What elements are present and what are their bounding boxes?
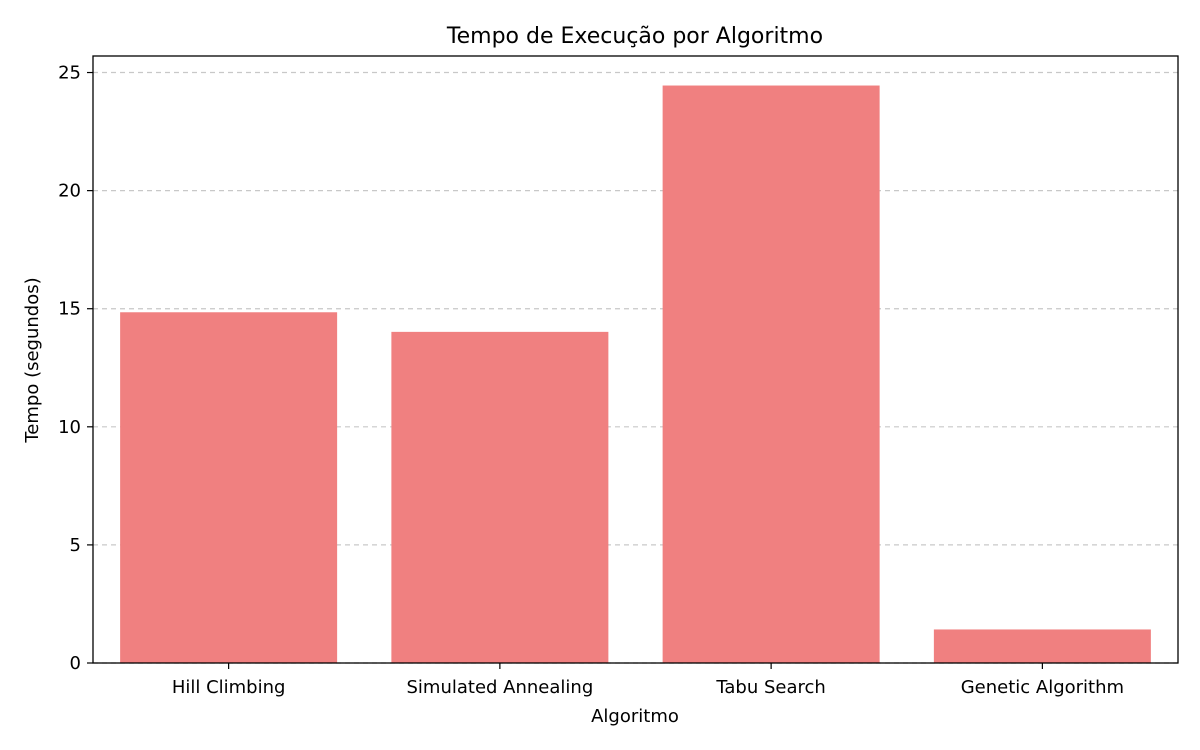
y-tick-label: 10 bbox=[58, 417, 81, 438]
tick-labels: 0 5 10 15 20 25 Hill Climbing Simulated Anneali… bbox=[58, 63, 1124, 698]
y-tick-label: 25 bbox=[58, 63, 81, 84]
axes bbox=[87, 55, 1179, 669]
y-tick-label: 20 bbox=[58, 181, 81, 202]
x-tick-label: Simulated Annealing bbox=[407, 677, 594, 698]
y-tick-label: 0 bbox=[70, 653, 81, 674]
x-axis-label: Algoritmo bbox=[591, 706, 679, 727]
y-tick-label: 5 bbox=[70, 535, 81, 556]
y-axis-label: Tempo (segundos) bbox=[22, 277, 43, 443]
x-tick-label: Genetic Algorithm bbox=[961, 677, 1124, 698]
x-tick-label: Tabu Search bbox=[715, 677, 825, 698]
plot-frame bbox=[92, 55, 1179, 664]
bar bbox=[662, 85, 880, 664]
bar bbox=[933, 629, 1151, 663]
bars bbox=[120, 85, 1151, 664]
x-tick-label: Hill Climbing bbox=[172, 677, 286, 698]
bar bbox=[391, 331, 609, 663]
chart-title: Tempo de Execução por Algoritmo bbox=[446, 24, 823, 49]
bar bbox=[120, 312, 338, 663]
y-tick-label: 15 bbox=[58, 299, 81, 320]
